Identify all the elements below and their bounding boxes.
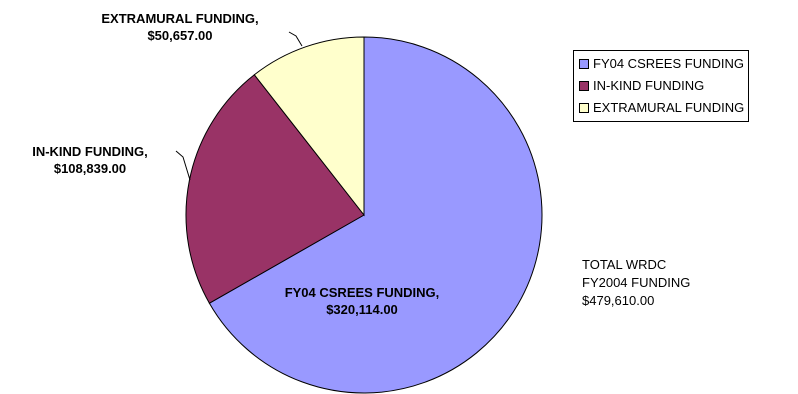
slice-label-csrees-value: $320,114.00 — [326, 302, 398, 317]
total-line-3: $479,610.00 — [582, 293, 655, 308]
total-line-2: FY2004 FUNDING — [582, 275, 691, 290]
slice-label-in-kind-name: IN-KIND FUNDING, — [32, 144, 148, 159]
legend-label-extramural: EXTRAMURAL FUNDING — [593, 100, 745, 115]
slice-label-extramural-name: EXTRAMURAL FUNDING, — [101, 11, 259, 26]
total-line-1: TOTAL WRDC — [582, 257, 667, 272]
legend-label-in-kind: IN-KIND FUNDING — [593, 78, 705, 93]
legend-swatch-in-kind — [579, 81, 589, 91]
slice-label-in-kind: IN-KIND FUNDING, $108,839.00 — [0, 143, 180, 177]
pie-slice-csrees — [208, 36, 543, 394]
total-annotation: TOTAL WRDC FY2004 FUNDING $479,610.00 — [582, 256, 690, 310]
legend-swatch-extramural — [579, 103, 589, 113]
slice-label-csrees-name: FY04 CSREES FUNDING, — [284, 285, 440, 300]
slice-label-extramural: EXTRAMURAL FUNDING, $50,657.00 — [60, 10, 300, 44]
pie-slice-in-kind — [185, 74, 365, 304]
leader-line-in-kind — [175, 150, 191, 181]
legend-label-csrees: FY04 CSREES FUNDING — [593, 56, 744, 71]
legend-item-in-kind: IN-KIND FUNDING — [579, 75, 744, 97]
legend-item-extramural: EXTRAMURAL FUNDING — [579, 97, 744, 119]
slice-label-extramural-value: $50,657.00 — [147, 28, 213, 43]
leader-line-extramural — [288, 31, 303, 47]
slice-label-in-kind-value: $108,839.00 — [53, 161, 127, 176]
legend-swatch-csrees — [579, 59, 589, 69]
pie-slice-extramural — [253, 36, 365, 217]
legend-item-csrees: FY04 CSREES FUNDING — [579, 53, 744, 75]
slice-label-csrees: FY04 CSREES FUNDING, $320,114.00 — [262, 284, 462, 318]
legend: FY04 CSREES FUNDING IN-KIND FUNDING EXTR… — [573, 50, 750, 122]
